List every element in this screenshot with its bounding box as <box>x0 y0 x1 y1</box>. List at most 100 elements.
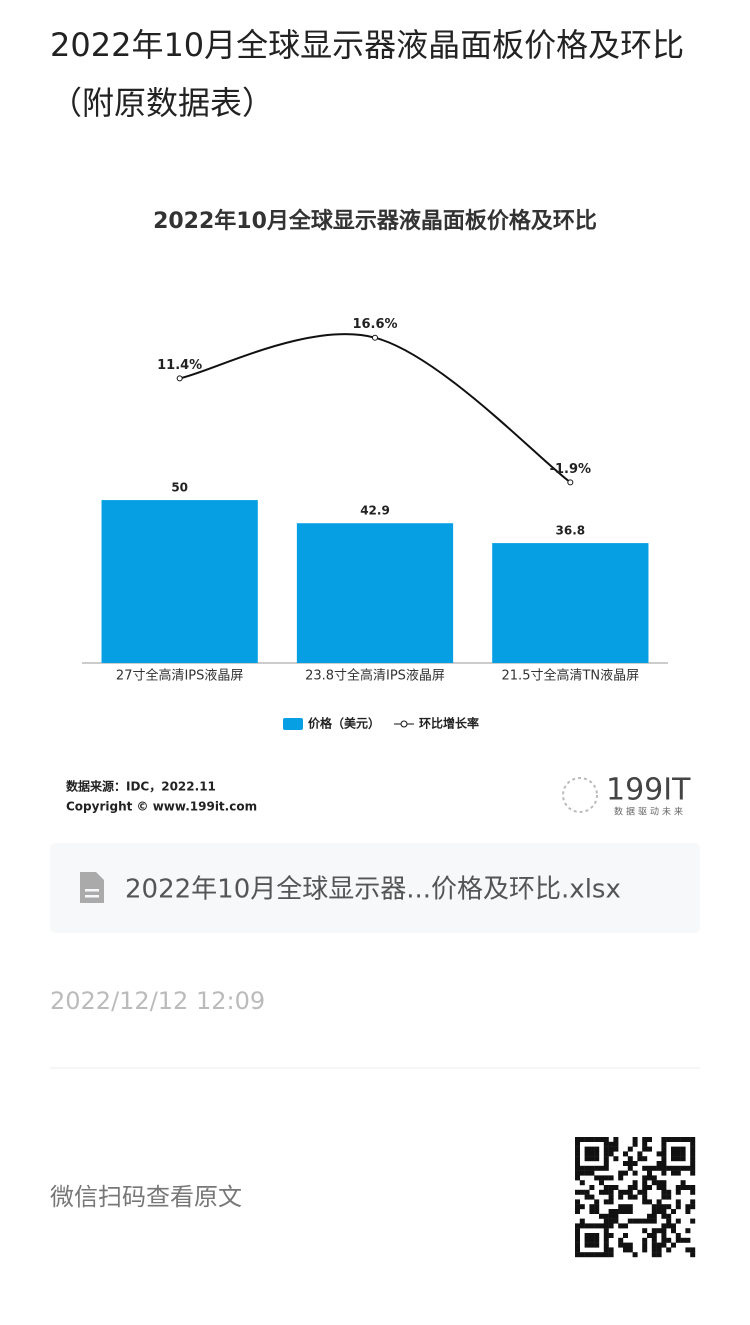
qr-module <box>675 1199 681 1205</box>
qr-module <box>661 1156 667 1162</box>
qr-code <box>575 1137 696 1258</box>
qr-module <box>642 1247 648 1253</box>
qr-module <box>575 1242 580 1248</box>
qr-module <box>685 1228 691 1234</box>
qr-module <box>575 1137 580 1142</box>
bar <box>296 523 454 663</box>
qr-module <box>690 1170 696 1176</box>
logo: 199IT 数据驱动未来 <box>562 773 691 818</box>
qr-module <box>671 1209 676 1214</box>
qr-module <box>608 1175 614 1181</box>
qr-module <box>627 1242 633 1248</box>
qr-module <box>656 1247 662 1253</box>
qr-module <box>647 1170 652 1176</box>
attachment-card[interactable] <box>50 843 700 933</box>
qr-module <box>661 1146 667 1152</box>
qr-module <box>671 1146 676 1152</box>
qr-module <box>594 1223 600 1229</box>
qr-module <box>642 1228 648 1234</box>
source: 数据来源：IDC，2022.11 <box>66 779 216 794</box>
logo-tagline: 数据驱动未来 <box>614 806 686 818</box>
qr-module <box>608 1209 614 1214</box>
qr-module <box>632 1194 638 1200</box>
qr-module <box>671 1228 676 1234</box>
qr-module <box>608 1218 614 1224</box>
qr-module <box>623 1189 628 1195</box>
qr-module <box>690 1218 696 1224</box>
qr-module <box>579 1137 585 1142</box>
qr-module <box>603 1199 609 1205</box>
qr-module <box>632 1170 638 1176</box>
qr-module <box>671 1137 676 1142</box>
qr-module <box>589 1165 595 1171</box>
qr-module <box>589 1242 595 1248</box>
qr-module <box>675 1146 681 1152</box>
qr-module <box>690 1151 696 1157</box>
qr-module <box>575 1156 580 1162</box>
line-marker <box>372 334 378 341</box>
qr-module <box>575 1161 580 1166</box>
qr-module <box>685 1165 691 1171</box>
qr-module <box>608 1146 614 1152</box>
qr-caption: 微信扫码查看原文 <box>50 1183 242 1211</box>
qr-module <box>608 1213 614 1219</box>
qr-module <box>690 1141 696 1147</box>
qr-module <box>656 1252 662 1258</box>
qr-module <box>608 1233 614 1238</box>
qr-module <box>579 1170 585 1176</box>
qr-module <box>603 1156 609 1162</box>
qr-module <box>651 1180 657 1186</box>
qr-module <box>594 1233 600 1238</box>
qr-module <box>575 1170 580 1176</box>
qr-module <box>656 1209 662 1214</box>
qr-module <box>647 1199 652 1205</box>
qr-module <box>589 1237 595 1243</box>
qr-module <box>589 1204 595 1210</box>
value-label: 42.9 <box>360 504 390 518</box>
attachment-name[interactable]: 2022年10月全球显示器...价格及环比.xlsx <box>125 875 621 905</box>
qr-module <box>589 1146 595 1152</box>
qr-module <box>671 1151 676 1157</box>
qr-module <box>579 1165 585 1171</box>
file-icon-line <box>85 889 99 892</box>
qr-module <box>584 1151 590 1157</box>
qr-module <box>690 1199 696 1205</box>
qr-module <box>599 1165 604 1171</box>
qr-module <box>603 1146 609 1152</box>
bar <box>101 500 258 663</box>
qr-module <box>642 1189 648 1195</box>
qr-module <box>594 1237 600 1243</box>
qr-module <box>613 1209 619 1214</box>
qr-module <box>608 1247 614 1253</box>
qr-module <box>618 1170 624 1176</box>
qr-module <box>627 1204 633 1210</box>
qr-module <box>680 1151 686 1157</box>
qr-module <box>651 1209 657 1214</box>
value-label: 11.4% <box>157 358 202 373</box>
qr-module <box>651 1204 657 1210</box>
qr-module <box>666 1137 672 1142</box>
qr-module <box>661 1137 667 1142</box>
qr-module <box>661 1242 667 1248</box>
qr-module <box>618 1189 624 1195</box>
qr-module <box>589 1137 595 1142</box>
qr-module <box>637 1218 643 1224</box>
qr-module <box>579 1204 585 1210</box>
x-tick-label: 23.8寸全高清IPS液晶屏 <box>305 668 445 684</box>
qr-module <box>623 1151 628 1157</box>
qr-module <box>618 1237 624 1243</box>
qr-module <box>627 1165 633 1171</box>
qr-module <box>584 1242 590 1248</box>
qr-module <box>675 1218 681 1224</box>
qr-module <box>642 1218 648 1224</box>
qr-module <box>661 1204 667 1210</box>
qr-module <box>690 1165 696 1171</box>
qr-module <box>675 1185 681 1190</box>
file-icon <box>80 872 104 903</box>
qr-module <box>584 1165 590 1171</box>
logo-icon <box>562 777 598 813</box>
qr-module <box>599 1189 604 1195</box>
qr-module <box>651 1213 657 1219</box>
qr-module <box>661 1233 667 1238</box>
